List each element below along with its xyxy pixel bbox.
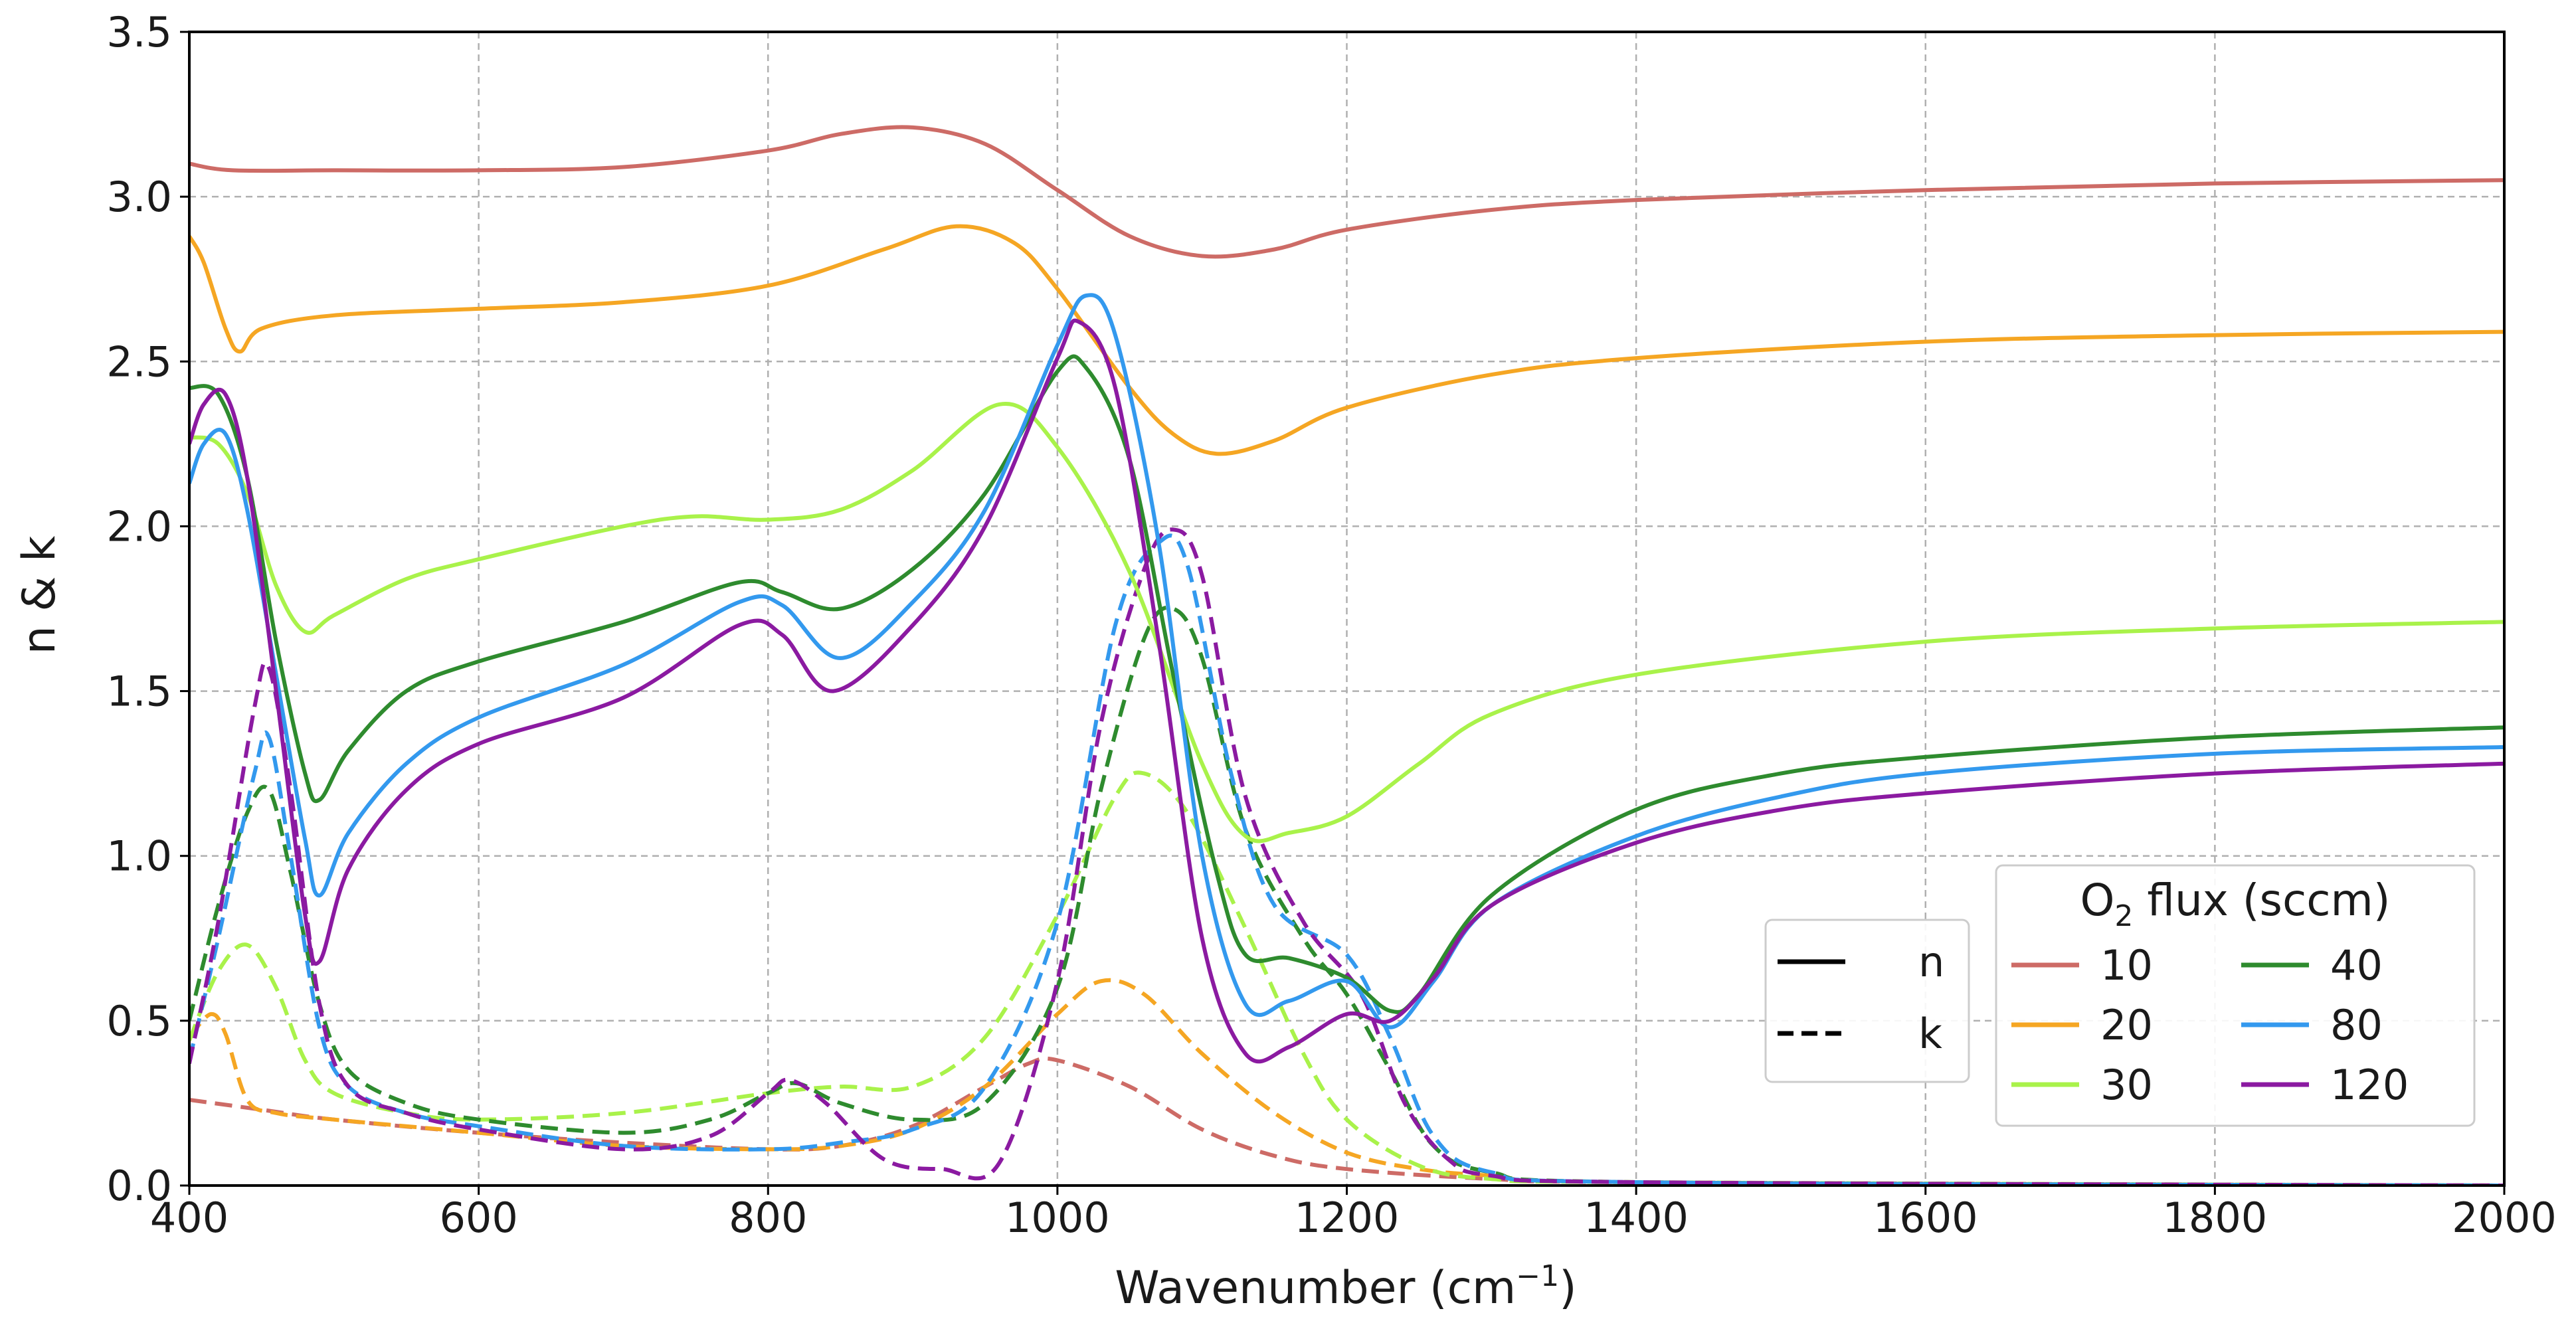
series-40-n-line xyxy=(189,354,2504,1014)
x-axis-label-main: Wavenumber (cm xyxy=(1115,1262,1516,1314)
flux-legend-label-30: 30 xyxy=(2100,1061,2153,1109)
y-tick-label: 1.0 xyxy=(106,832,172,881)
x-tick-label: 1800 xyxy=(2162,1193,2267,1242)
flux-legend-title-prefix: O xyxy=(2080,875,2114,926)
flux-legend-label-80: 80 xyxy=(2330,1001,2383,1049)
flux-legend: O2 flux (sccm) 10 20 30 40 80 120 xyxy=(1995,864,2476,1127)
y-tick-label: 2.0 xyxy=(106,502,172,551)
y-tick-label: 3.0 xyxy=(106,173,172,221)
flux-legend-title-subscript: 2 xyxy=(2114,899,2133,933)
series-80-k-line xyxy=(189,533,2504,1186)
x-tick-label: 2000 xyxy=(2452,1193,2557,1242)
flux-legend-box xyxy=(1995,864,2476,1127)
style-legend-label-n: n xyxy=(1918,938,1944,986)
series-group xyxy=(189,125,2504,1186)
flux-legend-title: O2 flux (sccm) xyxy=(2080,875,2390,933)
series-120-n-line xyxy=(189,318,2504,1064)
series-30-k-line xyxy=(189,770,2504,1186)
flux-legend-label-40: 40 xyxy=(2330,941,2383,990)
x-tick-label: 400 xyxy=(150,1193,229,1242)
flux-legend-label-10: 10 xyxy=(2100,941,2153,990)
x-axis-label-close: ) xyxy=(1559,1262,1577,1314)
series-80-n-line xyxy=(189,293,2504,1029)
series-layer xyxy=(189,125,2504,1186)
style-legend-label-k: k xyxy=(1918,1010,1942,1058)
x-tick-label: 1400 xyxy=(1584,1193,1689,1242)
flux-legend-label-20: 20 xyxy=(2100,1001,2153,1049)
x-tick-label: 1000 xyxy=(1005,1193,1110,1242)
y-tick-label: 0.0 xyxy=(106,1162,172,1210)
y-tick-label: 2.5 xyxy=(106,337,172,386)
series-10-n-line xyxy=(189,125,2504,259)
series-30-n-line xyxy=(189,402,2504,843)
x-axis-label-superscript: −1 xyxy=(1516,1259,1559,1293)
flux-legend-title-suffix: flux (sccm) xyxy=(2133,875,2390,926)
x-axis-label: Wavenumber (cm−1) xyxy=(1115,1259,1576,1314)
x-tick-label: 1600 xyxy=(1873,1193,1978,1242)
ticks: 400 600 800 1000 1200 1400 1600 1800 2000 0.0 0.5 1… xyxy=(106,8,2557,1242)
y-tick-label: 1.5 xyxy=(106,667,172,716)
y-axis-label: n & k xyxy=(13,535,66,654)
x-tick-label: 1200 xyxy=(1295,1193,1400,1242)
y-tick-label: 0.5 xyxy=(106,997,172,1045)
y-tick-label: 3.5 xyxy=(106,8,172,56)
series-20-n-line xyxy=(189,224,2504,456)
flux-legend-label-120: 120 xyxy=(2330,1061,2409,1109)
x-tick-label: 600 xyxy=(439,1193,517,1242)
style-legend: n k xyxy=(1764,919,1970,1083)
x-tick-label: 800 xyxy=(729,1193,807,1242)
